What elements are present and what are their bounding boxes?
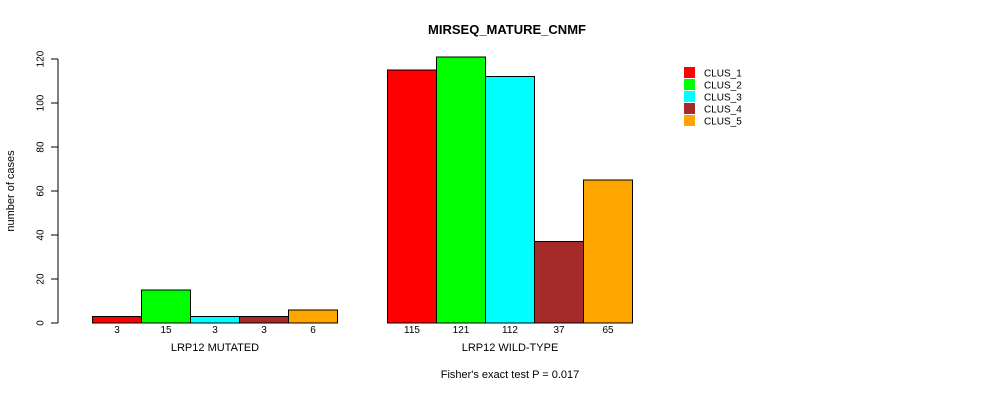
bar-value-label: 112: [502, 325, 518, 336]
bar-clus_2-mutated: [141, 289, 191, 324]
bar-clus_1-mutated: [92, 315, 142, 324]
y-tick-label: 40: [36, 229, 47, 241]
bar-value-label: 3: [212, 325, 218, 336]
group-label: LRP12 MUTATED: [171, 342, 259, 354]
bar-clus_5-wild-type: [583, 179, 633, 324]
x-axis-labels: 3 15 3 3 6 LRP12 MUTATED 115 121 112 37 65 LRP12 WI…: [114, 325, 614, 354]
annotation-text: Fisher's exact test P = 0.017: [441, 369, 580, 381]
bar-value-label: 121: [453, 325, 470, 336]
y-axis: 0 20 40 60 80 100 120: [36, 50, 59, 326]
bar-value-label: 115: [404, 325, 420, 336]
bar-value-label: 37: [553, 325, 565, 336]
y-tick-label: 60: [36, 185, 47, 197]
bar-clus_5-mutated: [288, 309, 338, 324]
legend-label: CLUS_2: [704, 81, 742, 92]
bar-clus_1-wild-type: [387, 69, 437, 324]
legend-swatch-clus_5: [684, 115, 695, 126]
bar-value-label: 3: [114, 325, 120, 336]
legend-swatch-clus_3: [684, 91, 695, 102]
legend-swatch-clus_4: [684, 103, 695, 114]
bar-clus_3-mutated: [190, 315, 240, 324]
legend-label: CLUS_4: [704, 105, 742, 116]
group-label: LRP12 WILD-TYPE: [462, 342, 559, 354]
legend-label: CLUS_5: [704, 117, 742, 128]
legend-label: CLUS_1: [704, 69, 742, 80]
bar-value-label: 3: [261, 325, 267, 336]
y-tick-label: 120: [36, 50, 47, 67]
bar-clus_2-wild-type: [436, 56, 486, 324]
y-tick-label: 0: [36, 320, 47, 326]
legend-swatch-clus_2: [684, 79, 695, 90]
chart-title: MIRSEQ_MATURE_CNMF: [428, 22, 586, 37]
bar-clus_3-wild-type: [485, 76, 535, 324]
y-tick-label: 20: [36, 273, 47, 285]
bars-group: [92, 56, 633, 324]
legend-swatch-clus_1: [684, 67, 695, 78]
legend-label: CLUS_3: [704, 93, 742, 104]
bar-clus_4-wild-type: [534, 241, 584, 324]
bar-value-label: 6: [310, 325, 316, 336]
bar-value-label: 15: [160, 325, 172, 336]
bar-value-label: 65: [602, 325, 614, 336]
y-axis-label: number of cases: [5, 150, 17, 232]
bar-clus_4-mutated: [239, 315, 289, 324]
y-tick-label: 80: [36, 141, 47, 153]
y-tick-label: 100: [36, 94, 47, 111]
